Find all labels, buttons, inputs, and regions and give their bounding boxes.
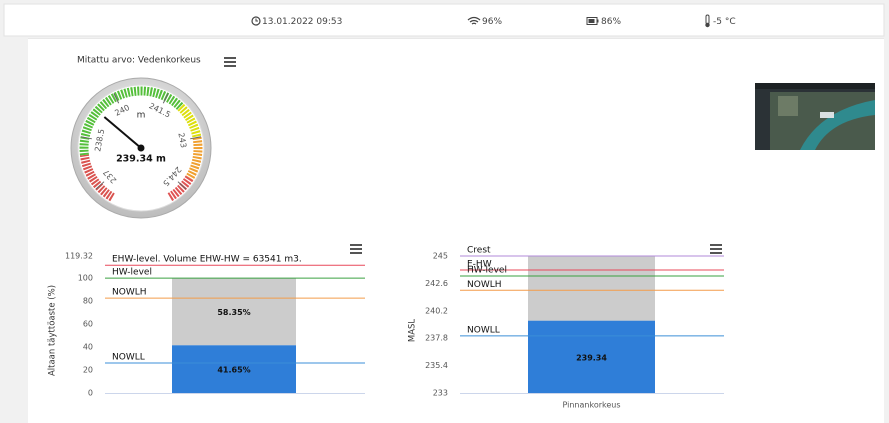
y-tick-label: 100 [78,274,93,283]
gauge-tick [190,136,202,140]
gauge-band [177,103,202,139]
temperature: -5 °C [713,17,736,27]
chart-menu [350,252,362,254]
gauge-pivot [137,144,145,152]
bar-value-label: 58.35% [217,308,250,317]
plot-line-label: NOWLL [467,325,500,335]
gauge-title: Mitattu arvo: Vedenkorkeus [77,56,201,66]
y-tick-label: 235.4 [425,361,448,370]
map-thumbnail[interactable] [755,83,875,150]
y-axis-label: MASL [408,319,418,343]
battery-fill [588,19,595,23]
plot-line-label: NOWLH [467,280,502,290]
plot-line-label: EHW-level. Volume EHW-HW = 63541 m3. [112,255,302,265]
plot-line-label: E-HW [467,260,492,270]
thumbnail-building [820,112,834,118]
battery-level: 86% [601,17,621,27]
battery-tip [597,19,599,23]
charts: Altaan täyttöaste (%) 0 20 40 60 80 100 119.32 4… [48,244,724,410]
gauge-needle [103,116,142,149]
gauge-tick [80,136,92,140]
bar-segment [528,320,655,393]
gauge-menu[interactable] [224,57,236,67]
chart-menu [350,248,362,250]
plot-line-label: HW-level [467,265,507,275]
thumbnail-field [778,96,798,116]
menu-bar [224,57,236,59]
thumbnail-bar [755,83,875,89]
y-tick-label: 0 [88,389,93,398]
gauge-tick [177,181,187,190]
chart-menu [350,244,362,246]
gauge-band [79,86,184,156]
bar-value-label: 41.65% [217,366,250,375]
plot-line-label: NOWLL [112,353,145,363]
y-axis-label: Altaan täyttöaste (%) [48,285,58,376]
y-tick-label: 240.2 [425,306,448,315]
gauge-tick-label: 238.5 [93,128,106,152]
chart-menu [710,244,722,246]
y-tick-label: 237.8 [425,334,448,343]
thumbnail-water [800,100,875,150]
bar-segment [172,345,296,393]
y-tick-label: 233 [433,389,448,398]
plot-line-label: NOWLH [112,288,147,298]
thermometer-bulb [705,22,710,28]
bar-segment [528,256,655,321]
status-bar [3,3,885,37]
y-tick-label: 40 [83,343,93,352]
gauge-value-label: 239.34 m [116,154,166,165]
plot-line-label: HW-level [112,268,152,278]
gauge-tick [95,181,105,190]
x-tick-label: Pinnankorkeus [562,401,620,410]
menu-bar [224,65,236,67]
gauge-unit: m [137,111,146,121]
menu-bar [224,61,236,63]
y-tick-label: 119.32 [65,252,93,261]
bar-segment [172,278,296,346]
y-tick-label: 242.6 [425,279,448,288]
wifi-level: 96% [482,17,502,27]
gauge-tick-label: 243 [176,132,188,149]
clock-icon [251,16,261,26]
gauge-band [185,136,203,181]
plot-line-label: Crest [467,246,491,256]
clock-hand [255,18,258,22]
y-tick-label: 60 [83,320,93,329]
y-tick-label: 245 [433,252,448,261]
gauge-band [79,154,115,202]
bar-value-label: 239.34 [576,353,607,362]
datetime: 13.01.2022 09:53 [262,17,342,27]
gauge-band [167,175,194,202]
chart-menu [710,248,722,250]
y-tick-label: 80 [83,297,93,306]
y-tick-label: 20 [83,366,93,375]
wifi-icon [467,16,481,25]
chart-menu [710,252,722,254]
gauge-tick [162,93,169,104]
gauge-tick [113,93,120,104]
